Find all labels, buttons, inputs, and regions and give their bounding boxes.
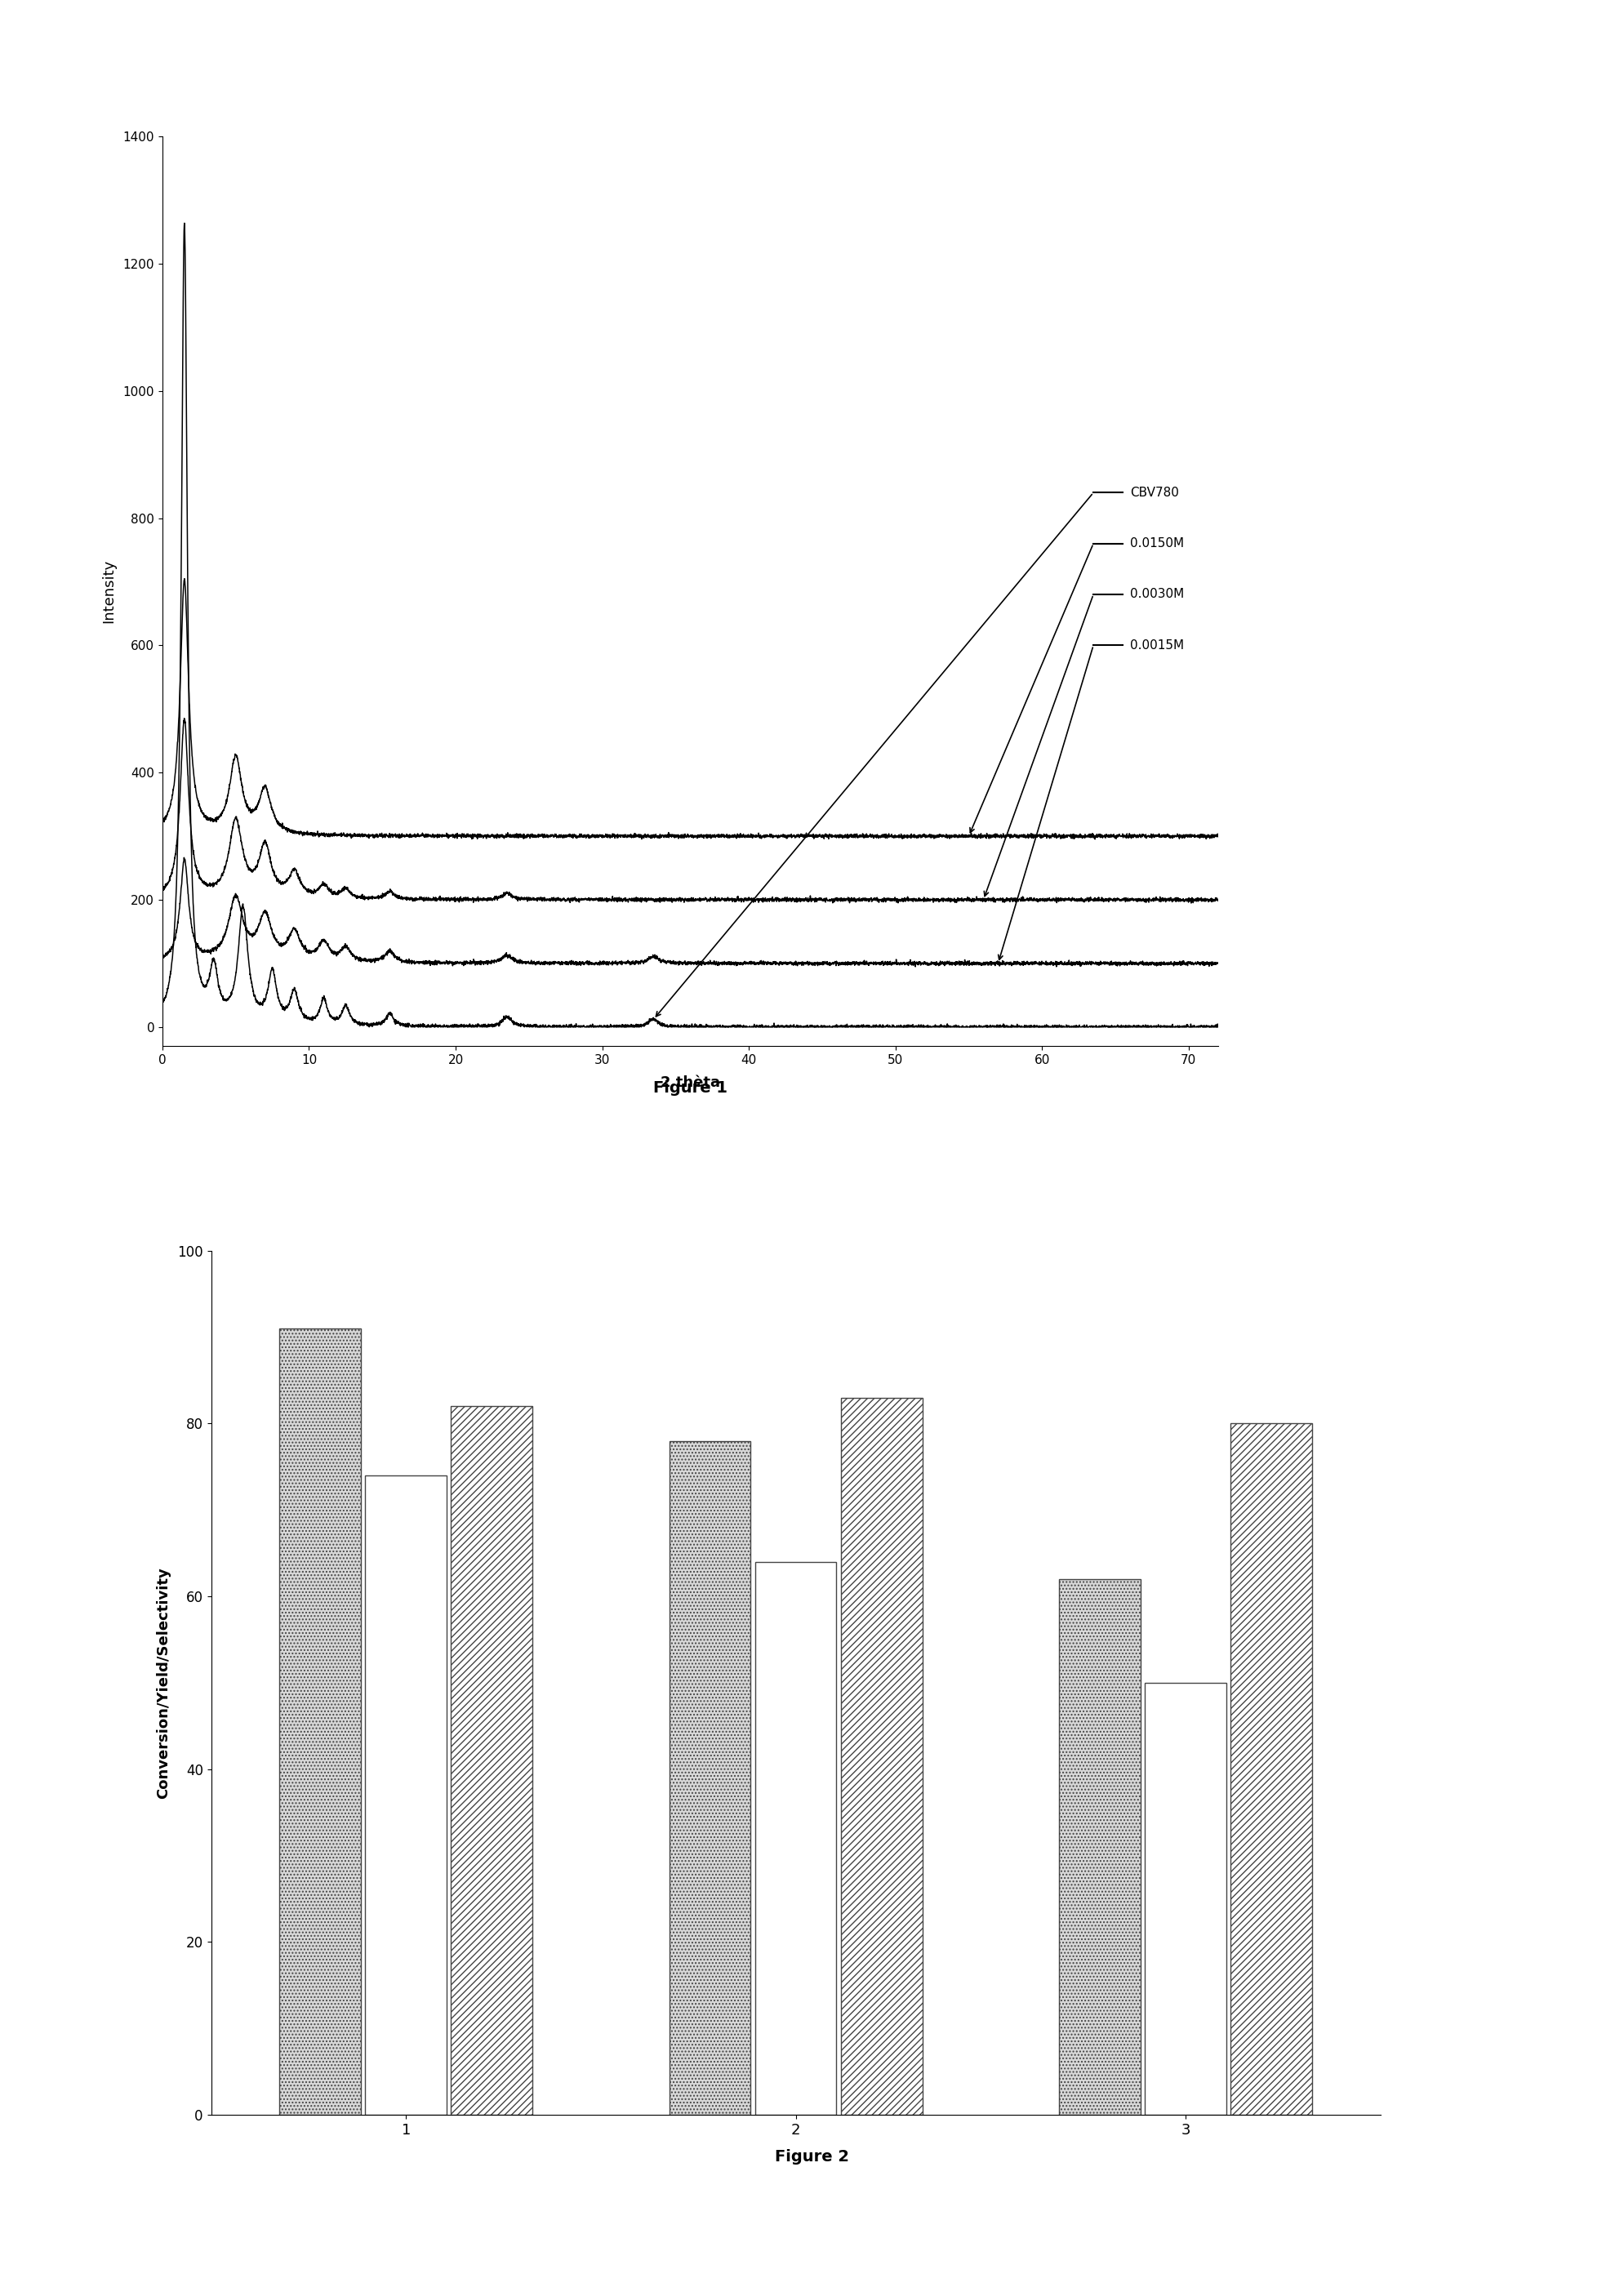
Text: 0.0150M: 0.0150M: [1130, 537, 1184, 550]
Bar: [451, 1405, 533, 2115]
Bar: [669, 1442, 750, 2115]
Text: Figure 2: Figure 2: [775, 2149, 849, 2165]
Text: CBV780: CBV780: [1130, 487, 1179, 498]
Bar: [1059, 1578, 1140, 2115]
Bar: [1145, 1683, 1226, 2115]
Bar: [755, 1562, 836, 2115]
Text: 0.0030M: 0.0030M: [1130, 589, 1184, 600]
X-axis label: 2 thèta: 2 thèta: [661, 1076, 719, 1089]
Bar: [1231, 1424, 1312, 2115]
Bar: [279, 1328, 361, 2115]
Text: Figure 1: Figure 1: [653, 1080, 728, 1096]
Y-axis label: Intensity: Intensity: [102, 559, 117, 623]
Text: 0.0015M: 0.0015M: [1130, 639, 1184, 650]
Bar: [365, 1476, 447, 2115]
Y-axis label: Conversion/Yield/Selectivity: Conversion/Yield/Selectivity: [156, 1567, 171, 1799]
Bar: [841, 1399, 922, 2115]
